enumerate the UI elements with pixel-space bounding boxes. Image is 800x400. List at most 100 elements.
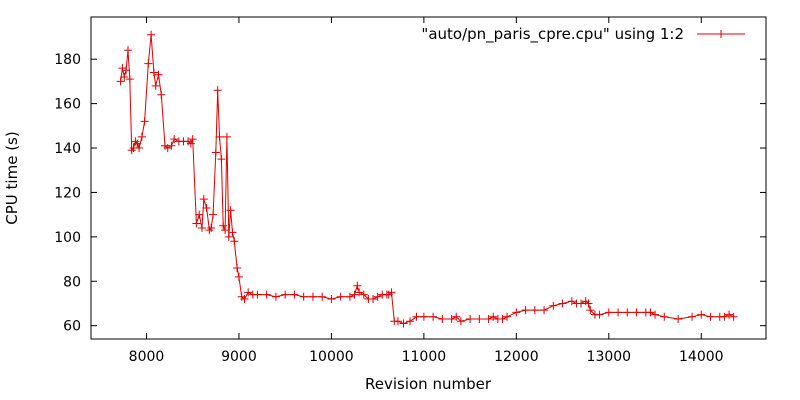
data-point: [503, 312, 512, 321]
data-point: [577, 299, 586, 308]
data-point: [123, 46, 132, 55]
data-point: [308, 292, 317, 301]
data-point: [466, 315, 475, 324]
data-point: [419, 312, 428, 321]
data-point: [135, 144, 144, 153]
data-point: [222, 132, 231, 141]
data-point: [125, 75, 134, 84]
data-point: [586, 306, 595, 315]
legend-label: "auto/pn_paris_cpre.cpu" using 1:2: [421, 25, 684, 44]
data-point: [151, 81, 160, 90]
data-point: [186, 139, 195, 148]
data-point: [336, 292, 345, 301]
data-point: [211, 148, 220, 157]
series-line: [120, 34, 734, 325]
x-tick-label: 12000: [494, 349, 539, 365]
x-axis-label: Revision number: [365, 375, 492, 393]
data-point: [369, 295, 378, 304]
x-tick-label: 8000: [129, 349, 165, 365]
data-point: [614, 308, 623, 317]
data-point: [221, 226, 230, 235]
data-point: [697, 310, 706, 319]
data-point: [205, 226, 214, 235]
data-point: [157, 90, 166, 99]
legend-marker: [717, 30, 725, 38]
legend: "auto/pn_paris_cpre.cpu" using 1:2: [421, 25, 745, 44]
data-point: [207, 223, 216, 232]
data-point: [244, 288, 253, 297]
data-point: [228, 228, 237, 237]
data-point: [674, 315, 683, 324]
data-point: [651, 310, 660, 319]
data-point: [530, 306, 539, 315]
data-point: [489, 312, 498, 321]
data-point: [281, 290, 290, 299]
series-layer: [116, 30, 738, 328]
data-point: [224, 232, 233, 241]
data-point: [452, 312, 461, 321]
data-point: [209, 210, 218, 219]
data-point: [120, 72, 129, 81]
data-point: [154, 70, 163, 79]
data-point: [197, 223, 206, 232]
data-point: [567, 297, 576, 306]
y-tick-label: 160: [54, 97, 81, 113]
data-point: [688, 312, 697, 321]
data-point: [195, 210, 204, 219]
data-point: [558, 299, 567, 308]
data-point: [240, 295, 249, 304]
data-point: [290, 290, 299, 299]
data-point: [202, 203, 211, 212]
data-point: [167, 141, 176, 150]
data-point: [393, 317, 402, 326]
data-point: [127, 146, 136, 155]
data-point: [188, 135, 197, 144]
data-point: [355, 288, 364, 297]
x-tick-label: 11000: [402, 349, 447, 365]
data-point: [299, 292, 308, 301]
data-point: [199, 195, 208, 204]
data-point: [147, 30, 156, 39]
data-point: [217, 155, 226, 164]
data-point: [646, 308, 655, 317]
data-point: [234, 272, 243, 281]
data-point: [725, 310, 734, 319]
y-tick-label: 100: [54, 230, 81, 246]
data-point: [540, 306, 549, 315]
axis-ticks: 8000 9000 10000 11000 12000 13000 14000 60 80 100…: [54, 17, 766, 365]
data-point: [318, 292, 327, 301]
data-point: [350, 290, 359, 299]
data-point: [230, 237, 239, 246]
data-point: [144, 59, 153, 68]
data-point: [720, 312, 729, 321]
data-point: [429, 312, 438, 321]
y-tick-label: 180: [54, 52, 81, 68]
data-point: [353, 281, 362, 290]
data-point: [131, 137, 140, 146]
data-point: [406, 317, 415, 326]
data-point: [512, 308, 521, 317]
data-point: [399, 319, 408, 328]
data-point: [632, 308, 641, 317]
data-point: [604, 308, 613, 317]
data-point: [215, 132, 224, 141]
data-point: [271, 292, 280, 301]
data-point: [373, 292, 382, 301]
data-point: [359, 290, 368, 299]
data-point: [447, 315, 456, 324]
data-point: [706, 312, 715, 321]
data-point: [140, 117, 149, 126]
data-point: [387, 288, 396, 297]
x-tick-label: 9000: [221, 349, 257, 365]
y-tick-label: 120: [54, 185, 81, 201]
data-point: [262, 290, 271, 299]
data-point: [549, 301, 558, 310]
data-point: [137, 132, 146, 141]
data-point: [484, 315, 493, 324]
plot-frame: [90, 16, 767, 340]
data-point: [595, 310, 604, 319]
data-point: [498, 315, 507, 324]
data-point: [226, 206, 235, 215]
data-point: [521, 306, 530, 315]
